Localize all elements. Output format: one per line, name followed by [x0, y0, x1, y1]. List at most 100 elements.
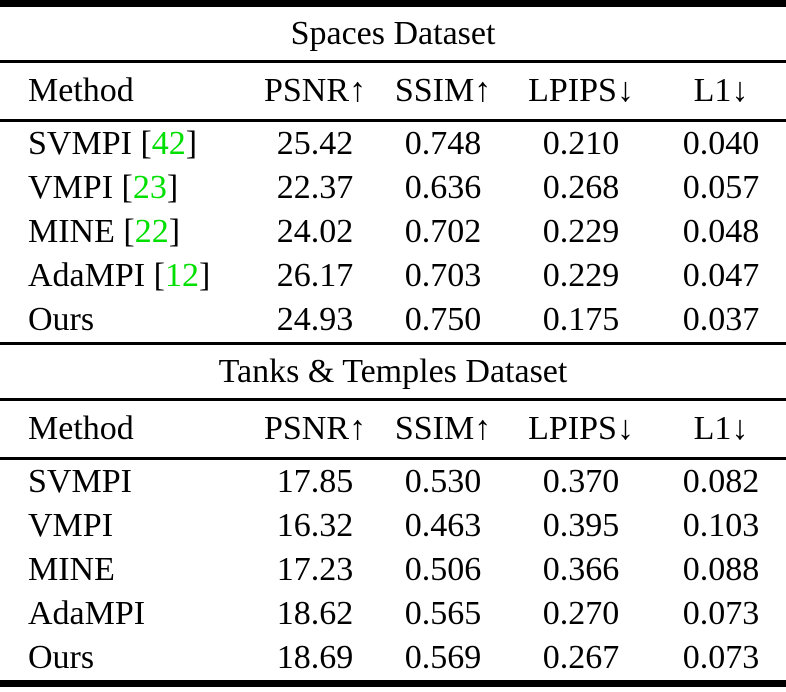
- method-name: MINE: [28, 551, 115, 588]
- l1-cell: 0.037: [682, 301, 760, 338]
- spaces-table-title: Spaces Dataset: [290, 14, 496, 52]
- method-name: Ours: [28, 301, 95, 338]
- method-name: SVMPI: [28, 463, 132, 500]
- l1-cell: 0.082: [682, 463, 760, 500]
- top-rule: [0, 0, 786, 7]
- l1-cell: 0.047: [682, 257, 760, 294]
- method-cell: VMPI [23]: [0, 169, 250, 207]
- ssim-cell: 0.748: [404, 125, 482, 162]
- column-header-lpips: LPIPS↓: [528, 410, 634, 447]
- psnr-cell: 25.42: [276, 125, 354, 162]
- ssim-cell: 0.750: [404, 301, 482, 338]
- ssim-cell: 0.636: [404, 169, 482, 206]
- cite-bracket-open: [: [114, 213, 135, 250]
- cite-bracket-open: [: [145, 257, 165, 294]
- citation-link[interactable]: 22: [134, 213, 169, 250]
- method-name: MINE: [28, 213, 115, 250]
- spaces-title-row: Spaces Dataset: [0, 7, 786, 60]
- method-name: AdaMPI: [28, 595, 146, 632]
- cite-bracket-close: ]: [166, 169, 179, 206]
- divider-rule: [0, 60, 786, 63]
- tanks-table-title: Tanks & Temples Dataset: [218, 352, 568, 390]
- psnr-cell: 24.93: [276, 301, 354, 338]
- ssim-cell: 0.703: [404, 257, 482, 294]
- table-row: AdaMPI 18.62 0.565 0.270 0.073: [0, 592, 786, 636]
- lpips-cell: 0.366: [542, 551, 620, 588]
- method-cell: SVMPI: [0, 463, 250, 501]
- method-cell: MINE: [0, 551, 250, 589]
- lpips-cell: 0.395: [542, 507, 620, 544]
- lpips-cell: 0.210: [542, 125, 620, 162]
- method-cell: Ours: [0, 301, 250, 339]
- citation-link[interactable]: 42: [151, 125, 186, 162]
- divider-rule: [0, 342, 786, 345]
- divider-rule: [0, 119, 786, 122]
- lpips-cell: 0.175: [542, 301, 620, 338]
- method-cell: Ours: [0, 639, 250, 677]
- psnr-cell: 22.37: [276, 169, 354, 206]
- column-header-method: Method: [28, 410, 134, 447]
- column-header-method: Method: [28, 72, 134, 109]
- method-cell: AdaMPI [12]: [0, 257, 250, 295]
- table-row: MINE [22] 24.02 0.702 0.229 0.048: [0, 210, 786, 254]
- column-header-lpips: LPIPS↓: [528, 72, 634, 109]
- divider-rule: [0, 457, 786, 460]
- method-name: AdaMPI: [28, 257, 146, 294]
- psnr-cell: 26.17: [276, 257, 354, 294]
- l1-cell: 0.073: [682, 595, 760, 632]
- table-row: MINE 17.23 0.506 0.366 0.088: [0, 548, 786, 592]
- table-row: AdaMPI [12] 26.17 0.703 0.229 0.047: [0, 254, 786, 298]
- method-name: VMPI: [28, 507, 114, 544]
- psnr-cell: 18.69: [276, 639, 354, 676]
- lpips-cell: 0.370: [542, 463, 620, 500]
- spaces-header-row: Method PSNR↑ SSIM↑ LPIPS↓ L1↓: [0, 63, 786, 119]
- table-row: SVMPI [42] 25.42 0.748 0.210 0.040: [0, 122, 786, 166]
- column-header-ssim: SSIM↑: [394, 72, 492, 109]
- ssim-cell: 0.506: [404, 551, 482, 588]
- l1-cell: 0.040: [682, 125, 760, 162]
- table-row: SVMPI 17.85 0.530 0.370 0.082: [0, 460, 786, 504]
- method-name: SVMPI: [28, 125, 132, 162]
- method-cell: MINE [22]: [0, 213, 250, 251]
- lpips-cell: 0.270: [542, 595, 620, 632]
- cite-bracket-close: ]: [185, 125, 198, 162]
- table-row: Ours 24.93 0.750 0.175 0.037: [0, 298, 786, 342]
- method-cell: AdaMPI: [0, 595, 250, 633]
- table-row: VMPI [23] 22.37 0.636 0.268 0.057: [0, 166, 786, 210]
- l1-cell: 0.088: [682, 551, 760, 588]
- column-header-ssim: SSIM↑: [394, 410, 492, 447]
- l1-cell: 0.048: [682, 213, 760, 250]
- column-header-psnr: PSNR↑: [263, 410, 367, 447]
- table-row: VMPI 16.32 0.463 0.395 0.103: [0, 504, 786, 548]
- psnr-cell: 24.02: [276, 213, 354, 250]
- lpips-cell: 0.268: [542, 169, 620, 206]
- l1-cell: 0.103: [682, 507, 760, 544]
- method-name: VMPI: [28, 169, 114, 206]
- method-cell: VMPI: [0, 507, 250, 545]
- ssim-cell: 0.569: [404, 639, 482, 676]
- cite-bracket-open: [: [113, 169, 133, 206]
- column-header-l1: L1↓: [693, 72, 749, 109]
- l1-cell: 0.057: [682, 169, 760, 206]
- lpips-cell: 0.267: [542, 639, 620, 676]
- column-header-psnr: PSNR↑: [263, 72, 367, 109]
- method-name: Ours: [28, 639, 95, 676]
- lpips-cell: 0.229: [542, 257, 620, 294]
- tanks-title-row: Tanks & Temples Dataset: [0, 345, 786, 398]
- lpips-cell: 0.229: [542, 213, 620, 250]
- psnr-cell: 16.32: [276, 507, 354, 544]
- ssim-cell: 0.463: [404, 507, 482, 544]
- divider-rule: [0, 398, 786, 401]
- psnr-cell: 18.62: [276, 595, 354, 632]
- cite-bracket-open: [: [131, 125, 152, 162]
- psnr-cell: 17.85: [276, 463, 354, 500]
- column-header-l1: L1↓: [693, 410, 749, 447]
- ssim-cell: 0.702: [404, 213, 482, 250]
- citation-link[interactable]: 12: [164, 257, 199, 294]
- table-row: Ours 18.69 0.569 0.267 0.073: [0, 636, 786, 680]
- citation-link[interactable]: 23: [132, 169, 167, 206]
- bottom-rule: [0, 680, 786, 687]
- cite-bracket-close: ]: [198, 257, 211, 294]
- tanks-header-row: Method PSNR↑ SSIM↑ LPIPS↓ L1↓: [0, 401, 786, 457]
